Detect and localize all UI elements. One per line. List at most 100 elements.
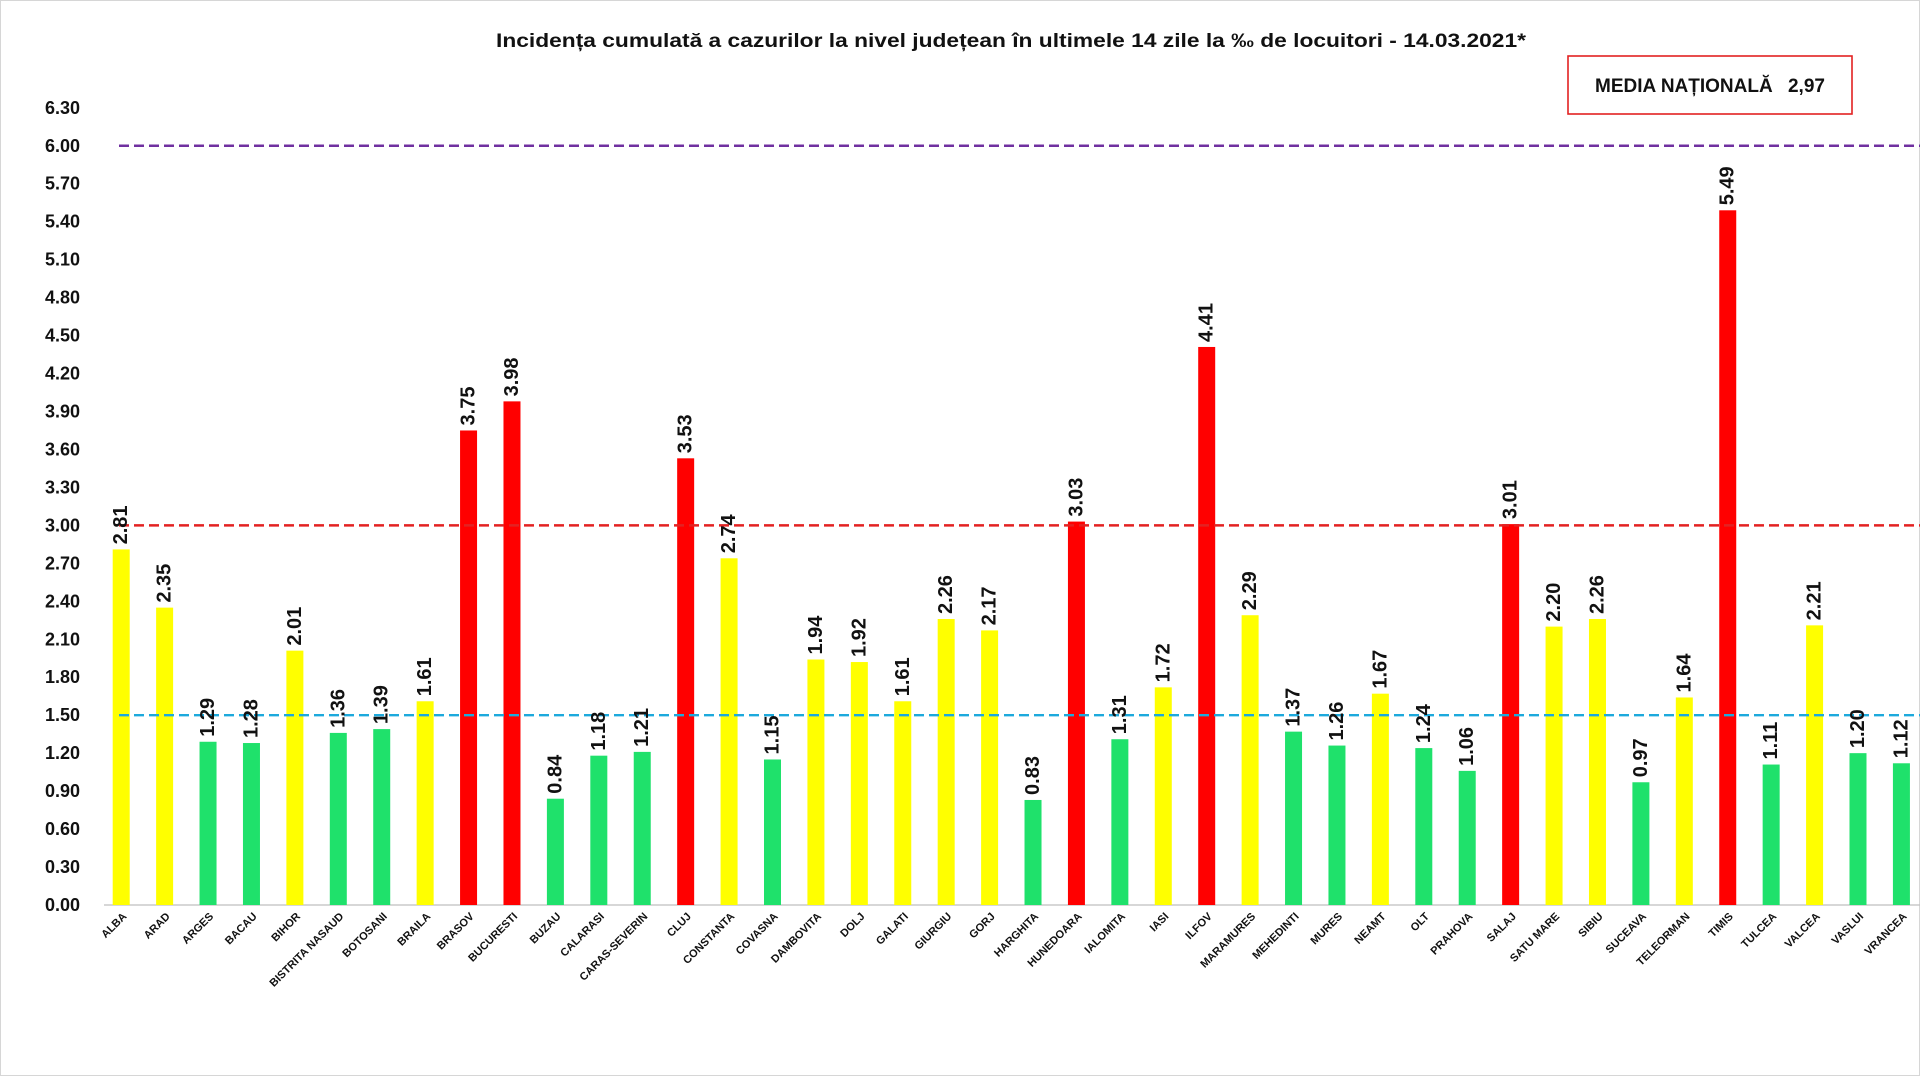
bar-tulcea xyxy=(1762,764,1780,905)
value-label-dambovita: 1.94 xyxy=(805,615,827,655)
value-label-teleorman: 1.64 xyxy=(1673,653,1695,693)
value-label-calarasi: 1.18 xyxy=(588,712,610,751)
value-label-caras-severin: 1.21 xyxy=(631,708,653,747)
value-label-giurgiu: 2.26 xyxy=(935,575,957,614)
value-label-salaj: 3.01 xyxy=(1500,480,1522,519)
bars xyxy=(112,210,1910,906)
value-label-timis: 5.49 xyxy=(1717,166,1739,205)
bar-timis xyxy=(1719,210,1737,906)
y-tick-label: 2.10 xyxy=(45,629,80,649)
y-tick-label: 0.90 xyxy=(45,781,80,801)
value-label-mures: 1.26 xyxy=(1326,702,1348,741)
bar-dolj xyxy=(850,662,868,905)
y-tick-label: 0.60 xyxy=(45,819,80,839)
value-label-suceava: 0.97 xyxy=(1630,738,1652,777)
bar-braila xyxy=(416,701,434,905)
bar-maramures xyxy=(1241,615,1259,905)
bar-cluj xyxy=(677,458,695,905)
bar-buzau xyxy=(546,798,564,905)
bar-hunedoara xyxy=(1067,521,1085,905)
y-tick-label: 3.90 xyxy=(45,401,80,421)
bar-gorj xyxy=(981,630,999,905)
bar-ilfov xyxy=(1198,346,1216,906)
bar-brasov xyxy=(460,430,478,905)
bar-caras-severin xyxy=(633,751,651,905)
value-label-bistrita-nasaud: 1.36 xyxy=(327,689,349,728)
bar-satu-mare xyxy=(1545,626,1563,905)
chart-title: Incidența cumulată a cazurilor la nivel … xyxy=(496,31,1527,52)
y-tick-label: 0.00 xyxy=(45,895,80,915)
national-average-label: MEDIA NAȚIONALĂ xyxy=(1595,75,1773,97)
bar-teleorman xyxy=(1675,697,1693,905)
y-tick-label: 4.80 xyxy=(45,288,80,308)
bar-valcea xyxy=(1806,625,1824,905)
y-tick-label: 5.40 xyxy=(45,212,80,232)
y-tick-label: 5.70 xyxy=(45,174,80,194)
value-label-arad: 2.35 xyxy=(154,564,176,603)
bar-olt xyxy=(1415,748,1433,905)
y-tick-label: 3.30 xyxy=(45,477,80,497)
reference-lines xyxy=(119,144,1920,717)
national-average-border xyxy=(1567,55,1853,115)
national-average-value: 2,97 xyxy=(1788,76,1825,97)
value-label-prahova: 1.06 xyxy=(1456,727,1478,766)
bar-giurgiu xyxy=(937,619,955,905)
value-label-sibiu: 2.26 xyxy=(1586,575,1608,614)
value-label-satu-mare: 2.20 xyxy=(1543,583,1565,622)
bar-iasi xyxy=(1154,687,1172,905)
value-label-buzau: 0.84 xyxy=(544,754,566,794)
bar-mures xyxy=(1328,745,1346,905)
bar-covasna xyxy=(764,759,781,905)
y-tick-label: 3.00 xyxy=(45,515,80,535)
national-average-box: MEDIA NAȚIONALĂ 2,97 xyxy=(1567,55,1853,115)
bar-vaslui xyxy=(1849,753,1867,905)
value-label-covasna: 1.15 xyxy=(762,716,784,755)
value-label-braila: 1.61 xyxy=(414,657,436,696)
y-tick-label: 2.70 xyxy=(45,553,80,573)
value-label-galati: 1.61 xyxy=(892,657,914,696)
y-tick-label: 2.40 xyxy=(45,591,80,611)
bar-bucuresti xyxy=(503,401,521,905)
value-label-alba: 2.81 xyxy=(110,505,132,544)
value-label-tulcea: 1.11 xyxy=(1760,722,1782,760)
value-label-vaslui: 1.20 xyxy=(1847,709,1869,748)
value-label-dolj: 1.92 xyxy=(848,618,870,657)
bar-bihor xyxy=(286,650,304,905)
y-tick-label: 0.30 xyxy=(45,857,80,877)
value-label-harghita: 0.83 xyxy=(1022,756,1044,795)
bar-constanta xyxy=(720,558,738,905)
value-label-maramures: 2.29 xyxy=(1239,571,1261,610)
value-labels: 2.81 2.35 1.29 1.28 2.01 1.36 1.39 1.61 3.75 3.98… xyxy=(110,166,1912,795)
national-average-text: MEDIA NAȚIONALĂ 2,97 xyxy=(1595,75,1825,97)
bar-alba xyxy=(112,549,130,905)
bar-botosani xyxy=(373,729,391,905)
value-label-cluj: 3.53 xyxy=(675,414,697,453)
bar-suceava xyxy=(1632,782,1650,905)
value-label-vrancea: 1.12 xyxy=(1890,719,1912,758)
value-label-iasi: 1.72 xyxy=(1152,643,1174,682)
bar-ialomita xyxy=(1111,739,1129,905)
value-label-arges: 1.29 xyxy=(197,698,219,737)
value-label-brasov: 3.75 xyxy=(458,387,480,426)
value-label-neamt: 1.67 xyxy=(1369,650,1391,689)
value-label-olt: 1.24 xyxy=(1413,703,1435,743)
value-label-constanta: 2.74 xyxy=(718,513,740,553)
bar-bistrita-nasaud xyxy=(329,732,347,905)
y-axis-tick-labels: 0.00 0.30 0.60 0.90 1.20 1.50 1.80 2.10 2.40 2.70… xyxy=(45,98,80,915)
bar-galati xyxy=(894,701,912,905)
y-tick-label: 1.20 xyxy=(45,743,80,763)
bar-arges xyxy=(199,741,217,905)
y-tick-label: 1.50 xyxy=(45,705,80,725)
y-tick-label: 6.00 xyxy=(45,136,80,156)
bar-harghita xyxy=(1024,799,1042,905)
y-tick-label: 5.10 xyxy=(45,250,80,270)
value-label-bucuresti: 3.98 xyxy=(501,357,523,396)
bar-vrancea xyxy=(1892,763,1910,905)
value-label-botosani: 1.39 xyxy=(371,685,393,724)
value-label-gorj: 2.17 xyxy=(979,586,1001,625)
value-label-ialomita: 1.31 xyxy=(1109,695,1131,734)
value-label-mehedinti: 1.37 xyxy=(1283,688,1305,727)
y-tick-label: 4.50 xyxy=(45,326,80,346)
